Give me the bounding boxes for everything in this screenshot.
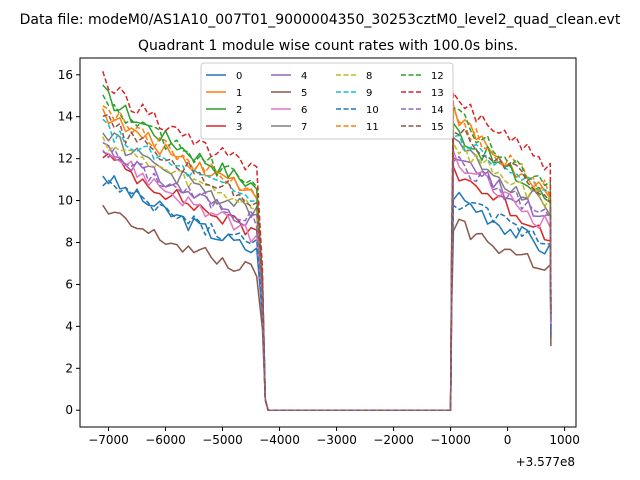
y-tick-label: 8 <box>65 236 73 250</box>
series-line-14 <box>102 147 552 411</box>
y-tick-label: 6 <box>65 277 73 291</box>
series-line-5 <box>102 204 552 411</box>
series-lines <box>102 71 552 411</box>
series-line-9 <box>102 118 552 411</box>
legend-label-0: 0 <box>236 71 242 82</box>
x-axis-ticks: −7000 −6000 −5000 −4000 −3000 −2000 −1000 0 1000 <box>88 427 580 447</box>
legend-label-6: 6 <box>301 105 307 116</box>
legend-label-11: 11 <box>366 122 379 133</box>
y-axis-ticks: 0 2 4 6 8 10 12 14 16 <box>58 68 80 417</box>
x-tick-label: −2000 <box>373 433 414 447</box>
legend-label-12: 12 <box>431 71 444 82</box>
legend-label-10: 10 <box>366 105 379 116</box>
y-tick-label: 12 <box>58 152 73 166</box>
y-tick-label: 10 <box>58 194 73 208</box>
x-offset-label: +3.577e8 <box>516 455 575 469</box>
x-tick-label: −3000 <box>316 433 357 447</box>
legend-label-2: 2 <box>236 105 242 116</box>
series-line-7 <box>102 132 552 411</box>
x-tick-label: 1000 <box>549 433 580 447</box>
y-tick-label: 4 <box>65 319 73 333</box>
suptitle: Data file: modeM0/AS1A10_007T01_90000043… <box>20 12 621 28</box>
legend-label-7: 7 <box>301 122 307 133</box>
series-line-8 <box>102 136 552 411</box>
legend-label-9: 9 <box>366 88 372 99</box>
series-line-11 <box>102 105 552 411</box>
x-tick-label: 0 <box>504 433 512 447</box>
series-line-15 <box>102 113 552 411</box>
x-tick-label: −7000 <box>88 433 129 447</box>
legend-label-15: 15 <box>431 122 444 133</box>
legend-label-8: 8 <box>366 71 372 82</box>
series-line-3 <box>102 152 552 411</box>
y-tick-label: 2 <box>65 361 73 375</box>
legend-label-13: 13 <box>431 88 444 99</box>
plot-frame <box>79 57 577 428</box>
legend-label-3: 3 <box>236 122 242 133</box>
legend-label-14: 14 <box>431 105 444 116</box>
series-line-0 <box>102 175 552 411</box>
series-line-10 <box>102 179 552 411</box>
y-tick-label: 16 <box>58 68 73 82</box>
legend-label-5: 5 <box>301 88 307 99</box>
series-line-6 <box>102 149 552 411</box>
series-line-12 <box>102 94 552 411</box>
x-tick-label: −6000 <box>145 433 186 447</box>
y-tick-label: 14 <box>58 110 73 124</box>
legend-box <box>200 62 454 140</box>
x-tick-label: −5000 <box>202 433 243 447</box>
chart-title: Quadrant 1 module wise count rates with … <box>138 38 518 54</box>
y-tick-label: 0 <box>65 403 73 417</box>
series-line-13 <box>102 71 552 411</box>
x-tick-label: −4000 <box>259 433 300 447</box>
legend-label-1: 1 <box>236 88 242 99</box>
legend-label-4: 4 <box>301 71 307 82</box>
x-tick-label: −1000 <box>430 433 471 447</box>
